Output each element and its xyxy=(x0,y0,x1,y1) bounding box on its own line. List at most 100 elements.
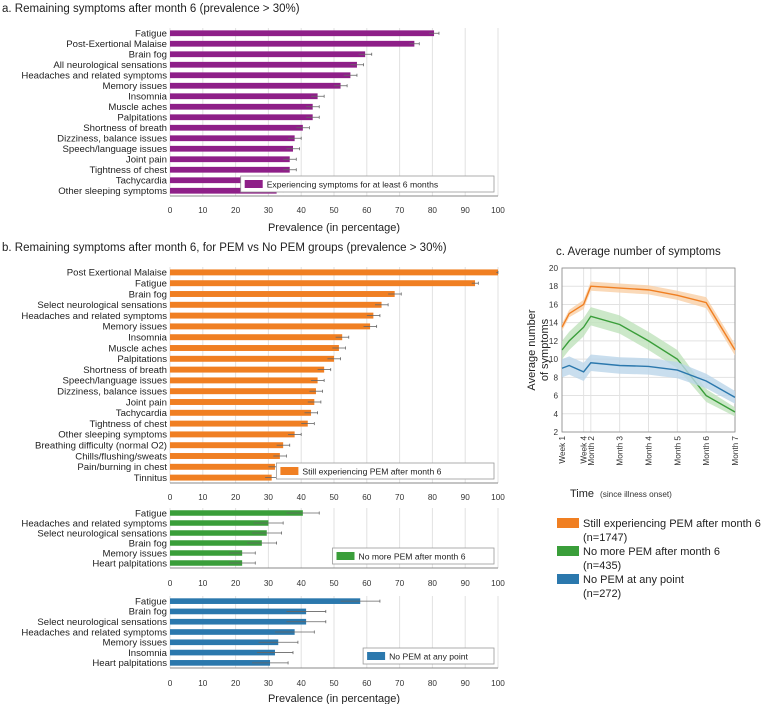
legend-label: Still experiencing PEM after month 6 xyxy=(583,518,761,530)
x-tick-label: 50 xyxy=(329,206,339,215)
legend-swatch xyxy=(557,518,579,528)
legend-swatch xyxy=(336,552,355,560)
legend-swatch xyxy=(244,180,263,188)
bar xyxy=(170,377,318,384)
panel-a-title: a. Remaining symptoms after month 6 (pre… xyxy=(2,3,300,15)
category-label: Insomnia xyxy=(128,92,168,103)
x-tick-label: 60 xyxy=(362,679,372,688)
bar xyxy=(170,166,290,173)
category-label: Speech/language issues xyxy=(62,376,167,387)
category-label: Memory issues xyxy=(102,322,167,333)
series-line xyxy=(561,285,736,351)
legend-box xyxy=(332,547,495,565)
category-label: Headaches and related symptoms xyxy=(21,71,167,82)
bar xyxy=(170,420,308,427)
y-axis-label-line: Average number xyxy=(526,309,538,390)
bar xyxy=(170,388,316,395)
category-label: Post-Exertional Malaise xyxy=(66,39,167,50)
legend-box xyxy=(362,647,495,665)
legend-n: (n=435) xyxy=(583,560,621,572)
category-label: Tightness of chest xyxy=(90,419,168,430)
category-label: Fatigue xyxy=(135,279,167,290)
x-tick-label: 100 xyxy=(491,579,505,588)
x-axis-label-note: (since illness onset) xyxy=(600,490,672,499)
panel-a: a. Remaining symptoms after month 6 (pre… xyxy=(2,3,505,234)
x-tick-label: 10 xyxy=(198,206,208,215)
x-axis-label: Prevalence (in percentage) xyxy=(268,222,400,234)
category-label: Select neurological sensations xyxy=(37,528,167,539)
bar xyxy=(170,409,312,416)
bar xyxy=(170,399,315,405)
panel-b1-title: b. Remaining symptoms after month 6, for… xyxy=(2,242,447,254)
x-tick-label: Month 7 xyxy=(731,436,740,466)
legend-label: No more PEM after month 6 xyxy=(583,546,720,558)
x-tick-label: Month 5 xyxy=(673,436,682,466)
x-tick-label: 20 xyxy=(231,206,241,215)
x-tick-label: 20 xyxy=(231,579,241,588)
category-label: Dizziness, balance issues xyxy=(57,387,167,398)
legend-swatch xyxy=(280,467,299,475)
bar xyxy=(170,156,290,163)
category-label: Palpitations xyxy=(117,113,167,124)
x-tick-label: 50 xyxy=(329,679,339,688)
panel-c-title: c. Average number of symptoms xyxy=(556,246,721,258)
legend-swatch xyxy=(557,574,579,584)
bar xyxy=(170,366,325,373)
x-tick-label: 60 xyxy=(362,493,372,502)
x-tick-label: 10 xyxy=(198,679,208,688)
bar xyxy=(170,618,307,625)
series-line xyxy=(561,362,736,398)
category-label: Tachycardia xyxy=(116,176,168,187)
legend-label: Experiencing symptoms for at least 6 mon… xyxy=(267,180,438,190)
category-label: Breathing difficulty (normal O2) xyxy=(35,441,167,452)
y-tick-label: 20 xyxy=(549,264,559,273)
category-label: Headaches and related symptoms xyxy=(21,518,167,529)
y-tick-label: 6 xyxy=(553,392,558,401)
x-tick-label: 30 xyxy=(264,206,274,215)
legend-label: No PEM at any point xyxy=(583,574,684,586)
bar xyxy=(170,301,382,308)
x-tick-label: 10 xyxy=(198,579,208,588)
bar xyxy=(170,103,313,110)
x-tick-label: 80 xyxy=(428,679,438,688)
bar xyxy=(170,431,295,438)
bar xyxy=(170,474,272,481)
category-label: Fatigue xyxy=(135,508,167,519)
y-tick-label: 12 xyxy=(549,337,559,346)
bar xyxy=(170,550,243,556)
category-label: Muscle aches xyxy=(108,102,167,113)
x-tick-label: 40 xyxy=(297,493,307,502)
panel-b1: b. Remaining symptoms after month 6, for… xyxy=(2,242,505,502)
y-axis-label-line: of symptoms xyxy=(539,318,551,381)
category-label: Dizziness, balance issues xyxy=(57,134,167,145)
category-label: Shortness of breath xyxy=(83,123,167,134)
category-label: Muscle aches xyxy=(108,343,167,354)
bar xyxy=(170,124,303,131)
legend-swatch xyxy=(557,546,579,556)
category-label: Select neurological sensations xyxy=(37,300,167,311)
category-label: Other sleeping symptoms xyxy=(58,186,167,197)
x-tick-label: 0 xyxy=(168,679,173,688)
category-label: All neurological sensations xyxy=(53,60,167,71)
category-label: Select neurological sensations xyxy=(37,617,167,628)
x-tick-label: 50 xyxy=(329,493,339,502)
x-tick-label: 60 xyxy=(362,579,372,588)
legend-label: No more PEM after month 6 xyxy=(359,552,466,562)
bar xyxy=(170,520,269,526)
bar xyxy=(170,355,334,362)
bar xyxy=(170,649,275,656)
category-label: Joint pain xyxy=(126,397,167,408)
bar xyxy=(170,629,295,635)
bar xyxy=(170,291,395,297)
legend-n: (n=272) xyxy=(583,588,621,600)
y-tick-label: 10 xyxy=(549,355,559,364)
x-tick-label: Month 2 xyxy=(587,436,596,466)
x-tick-label: Month 6 xyxy=(702,436,711,466)
bar xyxy=(170,453,280,459)
x-tick-label: 70 xyxy=(395,493,405,502)
bar xyxy=(170,177,287,184)
x-tick-label: 30 xyxy=(264,679,274,688)
bar xyxy=(170,639,279,646)
x-tick-label: 0 xyxy=(168,579,173,588)
